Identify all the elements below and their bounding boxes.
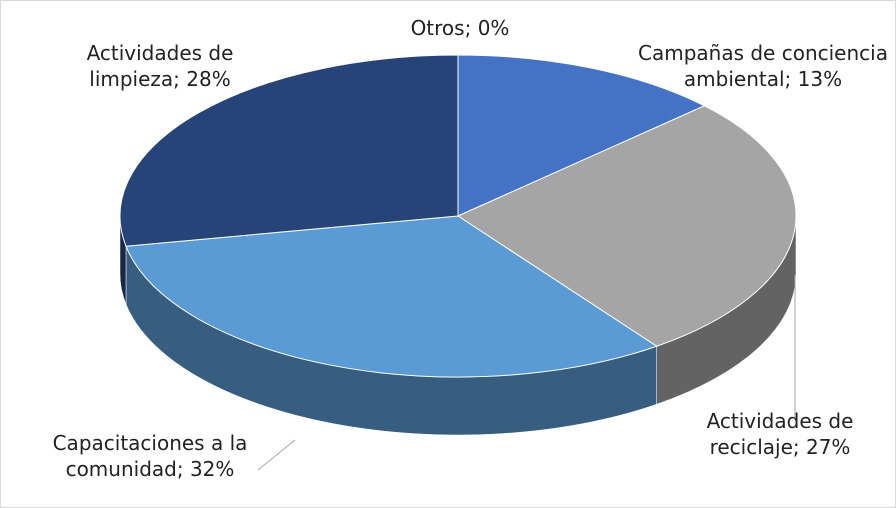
pie-slice bbox=[119, 54, 459, 247]
leader-line bbox=[257, 439, 296, 471]
pie-slice bbox=[457, 54, 706, 217]
data-label: Actividades de limpieza; 28% bbox=[86, 41, 234, 91]
pie-slice bbox=[125, 215, 658, 378]
data-label: Otros; 0% bbox=[410, 16, 510, 40]
pie-slice bbox=[456, 105, 797, 347]
data-label: Capacitaciones a la comunidad; 32% bbox=[52, 431, 248, 481]
data-label: Actividades de reciclaje; 27% bbox=[706, 409, 854, 459]
data-label: Campañas de conciencia ambiental; 13% bbox=[638, 41, 888, 91]
